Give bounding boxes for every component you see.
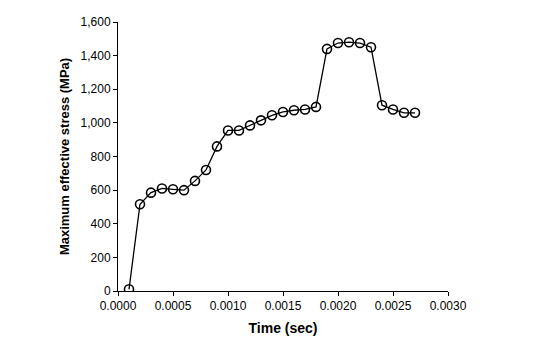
svg-text:0.0015: 0.0015 <box>265 299 302 313</box>
svg-text:0.0030: 0.0030 <box>430 299 467 313</box>
svg-text:0.0000: 0.0000 <box>100 299 137 313</box>
svg-text:0.0010: 0.0010 <box>210 299 247 313</box>
svg-text:0.0005: 0.0005 <box>155 299 192 313</box>
svg-text:1,000: 1,000 <box>81 116 111 130</box>
svg-text:1,200: 1,200 <box>81 82 111 96</box>
svg-text:800: 800 <box>91 150 111 164</box>
svg-text:200: 200 <box>91 251 111 265</box>
svg-text:0.0020: 0.0020 <box>320 299 357 313</box>
svg-text:Maximum effective stress (MPa): Maximum effective stress (MPa) <box>57 58 72 255</box>
svg-text:0.0025: 0.0025 <box>375 299 412 313</box>
svg-text:400: 400 <box>91 217 111 231</box>
svg-text:1,400: 1,400 <box>81 49 111 63</box>
svg-text:600: 600 <box>91 183 111 197</box>
svg-text:Time (sec): Time (sec) <box>249 320 318 336</box>
svg-text:1,600: 1,600 <box>81 15 111 29</box>
svg-text:0: 0 <box>104 284 111 298</box>
